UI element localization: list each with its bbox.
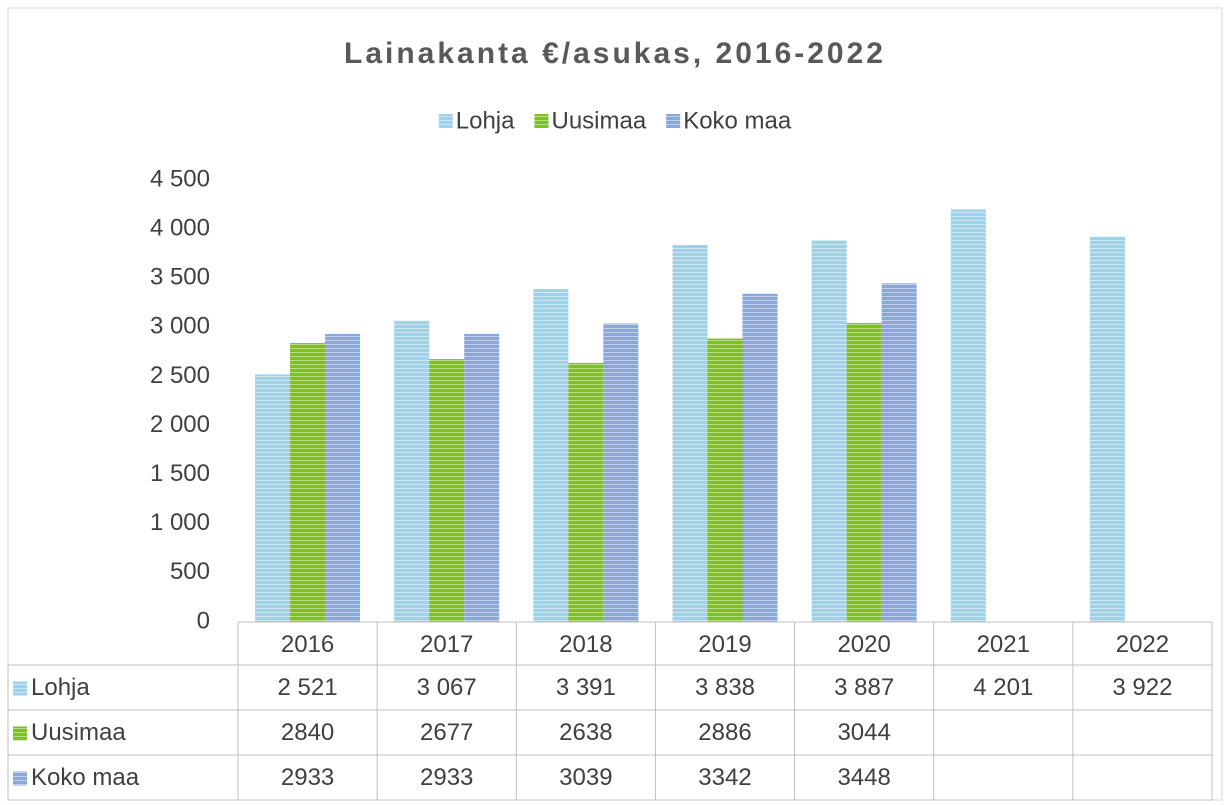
y-tick-label: 500 [170, 558, 210, 585]
table-value: 3342 [698, 764, 751, 791]
chart-title: Lainakanta €/asukas, 2016-2022 [344, 37, 886, 70]
x-tick-label: 2018 [559, 631, 612, 658]
legend-key [13, 726, 27, 741]
table-value: 3 922 [1112, 674, 1172, 701]
legend-label: Lohja [456, 107, 515, 134]
table-value: 2840 [281, 719, 334, 746]
bar [672, 245, 708, 622]
x-tick-label: 2020 [837, 631, 890, 658]
x-tick-label: 2019 [698, 631, 751, 658]
legend-key [13, 771, 27, 786]
x-tick-label: 2021 [977, 631, 1030, 658]
legend-key [534, 114, 549, 128]
legend-label: Uusimaa [551, 107, 646, 134]
table-value: 2 521 [278, 674, 338, 701]
legend-key [438, 114, 453, 128]
bar [811, 240, 847, 623]
table-value: 3448 [837, 764, 890, 791]
table-value: 2638 [559, 719, 612, 746]
x-tick-label: 2016 [281, 631, 334, 658]
table-value: 2933 [281, 764, 334, 791]
bar [325, 333, 361, 622]
bar [429, 359, 465, 622]
table-value: 3 391 [556, 674, 616, 701]
y-tick-label: 1 000 [150, 509, 210, 536]
x-tick-label: 2017 [420, 631, 473, 658]
row-label: Uusimaa [31, 719, 126, 746]
bar [881, 283, 917, 622]
x-tick-label: 2022 [1116, 631, 1169, 658]
y-tick-label: 3 000 [150, 313, 210, 340]
legend-key [13, 681, 27, 696]
bar [707, 338, 743, 622]
table-value: 3 067 [417, 674, 477, 701]
row-label: Lohja [31, 674, 90, 701]
bar [290, 343, 326, 622]
bar [533, 288, 569, 622]
bar [603, 323, 639, 622]
y-tick-label: 0 [197, 607, 210, 634]
y-tick-label: 1 500 [150, 460, 210, 487]
y-tick-label: 2 000 [150, 411, 210, 438]
y-tick-label: 4 500 [150, 165, 210, 192]
table-value: 4 201 [973, 674, 1033, 701]
y-tick-label: 4 000 [150, 214, 210, 241]
bar [568, 362, 604, 622]
legend: Lohja Uusimaa Koko maa [438, 107, 792, 134]
bar [742, 293, 778, 622]
bar [255, 374, 291, 622]
table-value: 2886 [698, 719, 751, 746]
bar [464, 333, 500, 622]
y-tick-label: 3 500 [150, 264, 210, 291]
table-value: 2933 [420, 764, 473, 791]
row-label: Koko maa [31, 764, 140, 791]
bar [950, 209, 986, 622]
table-value: 2677 [420, 719, 473, 746]
table-value: 3 838 [695, 674, 755, 701]
table-value: 3 887 [834, 674, 894, 701]
table-value: 3044 [837, 719, 890, 746]
y-tick-label: 2 500 [150, 362, 210, 389]
bar [394, 320, 430, 622]
bar [1089, 236, 1125, 622]
legend-label: Koko maa [683, 107, 792, 134]
legend-key [666, 114, 681, 128]
bar [846, 323, 882, 622]
table-value: 3039 [559, 764, 612, 791]
